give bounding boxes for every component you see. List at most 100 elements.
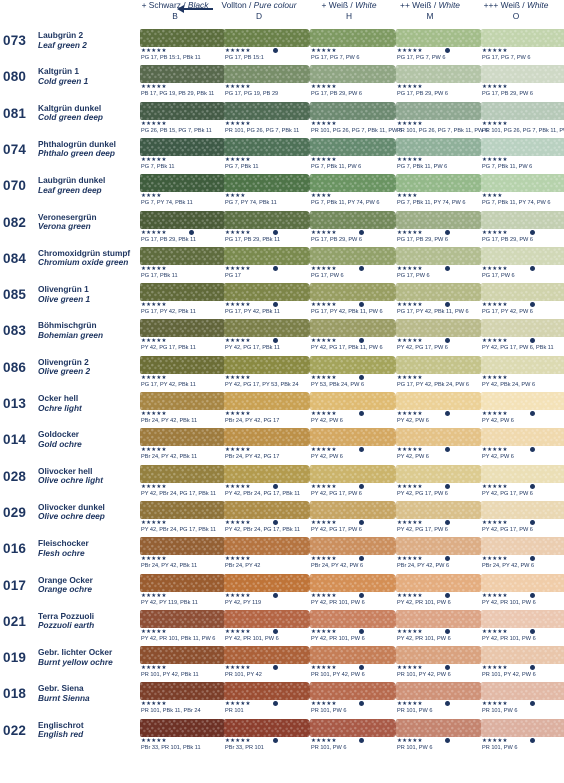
- color-swatch: [396, 646, 482, 665]
- pigment-codes: PG 7, PBk 11, PY 74, PW 6: [311, 200, 380, 207]
- pigment-codes: PY 42, PG 17, PW 6: [482, 490, 533, 497]
- swatch-meta: ★★★★★: [397, 592, 487, 600]
- lightfastness-stars-icon: ★★★★★: [311, 120, 337, 127]
- swatch-cell: ★★★★★ PG 17, PG 7, PW 6: [310, 28, 398, 63]
- pigment-codes: PY 42, PG 17, PW 6: [397, 490, 448, 497]
- swatch-cell: ★★★★★ PBr 24, PY 42, PW 6: [310, 536, 398, 571]
- swatch-cell: ★★★★★ PG 17, PB 15:1, PBk 11: [140, 28, 228, 63]
- color-row: 028 Olivocker hell Olive ochre light ★★★★★ P…: [0, 464, 564, 499]
- pigment-codes: PB 17, PG 19, PB 29, PBk 11: [141, 91, 215, 98]
- swatch-cell: ★★★★★ PG 17, PW 6: [310, 246, 398, 281]
- pigment-codes: PY 42, PG 17, PY 53, PBk 24: [225, 381, 299, 388]
- lightfastness-stars-icon: ★★★★★: [311, 338, 337, 345]
- swatch-meta: ★★★★★: [397, 665, 487, 672]
- color-swatch: [224, 29, 310, 47]
- color-name-english: Olive green 2: [38, 366, 91, 377]
- color-swatch: [481, 573, 564, 592]
- swatch-meta: ★★★★★: [311, 411, 401, 418]
- swatch-cell: ★★★★★ PR 101, PW 6: [310, 718, 398, 753]
- header-pure-title-italic: Pure colour: [253, 0, 297, 10]
- swatch-meta: ★★★★★: [482, 628, 564, 636]
- header-black-title: + Schwarz /: [141, 0, 188, 10]
- color-names: Phthalogrün dunkel Phthalo green deep: [38, 139, 138, 159]
- color-swatch: [481, 355, 564, 374]
- opacity-dot-icon: [273, 737, 278, 743]
- color-row: 022 Englischrot English red ★★★★★ PBr 33, PR…: [0, 718, 564, 753]
- pigment-codes: PR 101, PG 26, PG 7, PBk 11, PW 6: [397, 127, 488, 134]
- color-name-german: Gebr. Siena: [38, 683, 84, 694]
- swatch-meta: ★★★★★: [225, 737, 315, 745]
- color-swatch: [224, 609, 310, 628]
- pigment-codes: PG 17, PY 42, PBk 11: [141, 309, 196, 316]
- lightfastness-stars-icon: ★★★★★: [397, 737, 423, 744]
- swatch-meta: ★★★★★: [311, 628, 401, 636]
- swatch-meta: ★★★★★: [311, 374, 401, 382]
- swatch-meta: ★★★★★: [397, 519, 487, 527]
- color-swatch: [140, 355, 226, 374]
- lightfastness-stars-icon: ★★★★★: [141, 265, 167, 272]
- swatch-cell: ★★★★★ PR 101, PW 6: [310, 681, 398, 716]
- pigment-codes: PR 101, PW 6: [397, 744, 433, 751]
- swatch-meta: ★★★★★: [225, 665, 315, 672]
- swatch-meta: ★★★★★: [397, 121, 487, 128]
- lightfastness-stars-icon: ★★★★★: [311, 84, 337, 91]
- lightfastness-stars-icon: ★★★★★: [141, 156, 167, 163]
- lightfastness-stars-icon: ★★★★★: [397, 592, 423, 599]
- swatch-cell: ★★★★★ PY 42, PR 101, PW 6: [310, 609, 398, 644]
- swatch-meta: ★★★★★: [225, 628, 315, 636]
- header-pure: Vollton / Pure colour D: [214, 0, 304, 21]
- lightfastness-stars-icon: ★★★★★: [311, 665, 337, 672]
- pigment-codes: PR 101, PY 42: [225, 672, 262, 679]
- color-swatch: [396, 537, 482, 556]
- lightfastness-stars-icon: ★★★★★: [397, 265, 423, 272]
- swatch-meta: ★★★★★: [397, 737, 487, 745]
- color-swatch: [396, 101, 482, 120]
- lightfastness-stars-icon: ★★★★★: [482, 156, 508, 163]
- color-names: Englischrot English red: [38, 720, 138, 740]
- swatch-meta: ★★★★★: [311, 48, 401, 55]
- lightfastness-stars-icon: ★★★★★: [482, 411, 508, 417]
- color-swatch: [310, 210, 396, 229]
- swatch-cell: ★★★★★ PG 7, PBk 11, PW 6: [396, 137, 484, 172]
- color-name-german: Kaltgrün 1: [38, 66, 80, 77]
- opacity-dot-icon: [273, 229, 278, 235]
- color-swatch: [396, 283, 482, 302]
- swatch-meta: ★★★★★: [141, 229, 231, 237]
- lightfastness-stars-icon: ★★★★★: [482, 48, 508, 54]
- lightfastness-stars-icon: ★★★★★: [311, 447, 337, 454]
- pigment-codes: PG 7, PBk 11: [225, 163, 259, 170]
- color-swatch: [481, 537, 564, 556]
- swatch-cell: ★★★★★ PR 101, PG 26, PG 7, PBk 11: [224, 101, 312, 136]
- color-swatch: [140, 101, 226, 120]
- color-swatch: [396, 65, 482, 84]
- swatch-meta: ★★★★★: [311, 701, 401, 708]
- swatch-meta: ★★★★★: [311, 265, 401, 273]
- color-names: Olivocker dunkel Olive ochre deep: [38, 502, 138, 522]
- color-swatch: [481, 500, 564, 519]
- swatch-cell: ★★★★★ PY 42, PW 6: [481, 391, 564, 426]
- swatch-cell: ★★★★★ PY 42, PR 101, PW 6: [396, 609, 484, 644]
- color-swatch: [481, 65, 564, 84]
- swatch-meta: ★★★★★: [141, 701, 231, 708]
- color-swatch: [224, 718, 310, 737]
- header-white-3: +++ Weiß / White O: [471, 0, 561, 21]
- color-swatch: [224, 283, 310, 302]
- swatch-cell: ★★★★★ PG 17, PB 29, PW 6: [481, 210, 564, 245]
- pigment-codes: PBr 24, PY 42, PW 6: [311, 563, 364, 570]
- pigment-codes: PG 17, PB 29, PW 6: [482, 236, 533, 243]
- swatch-meta: ★★★★★: [482, 519, 564, 527]
- lightfastness-stars-icon: ★★★★★: [225, 628, 251, 635]
- lightfastness-stars-icon: ★★★★★: [397, 665, 423, 672]
- header-white-2-title-italic: White: [438, 0, 460, 10]
- lightfastness-stars-icon: ★★★★★: [397, 120, 423, 127]
- swatch-cell: ★★★★★ PR 101, PW 6: [396, 681, 484, 716]
- color-swatch: [140, 682, 226, 701]
- swatch-cell: ★★★★★ PY 42, PG 17, PW 6: [396, 318, 484, 353]
- swatch-meta: ★★★★★: [141, 157, 231, 164]
- pigment-codes: PY 42, PBr 24, PG 17, PBk 11: [225, 490, 301, 497]
- swatch-cell: ★★★★★ PG 17: [224, 246, 312, 281]
- header-white-1-title-italic: White: [355, 0, 377, 10]
- color-swatch: [481, 392, 564, 410]
- color-row: 086 Olivengrün 2 Olive green 2 ★★★★★ PG 17, …: [0, 355, 564, 390]
- color-swatch: [481, 646, 564, 665]
